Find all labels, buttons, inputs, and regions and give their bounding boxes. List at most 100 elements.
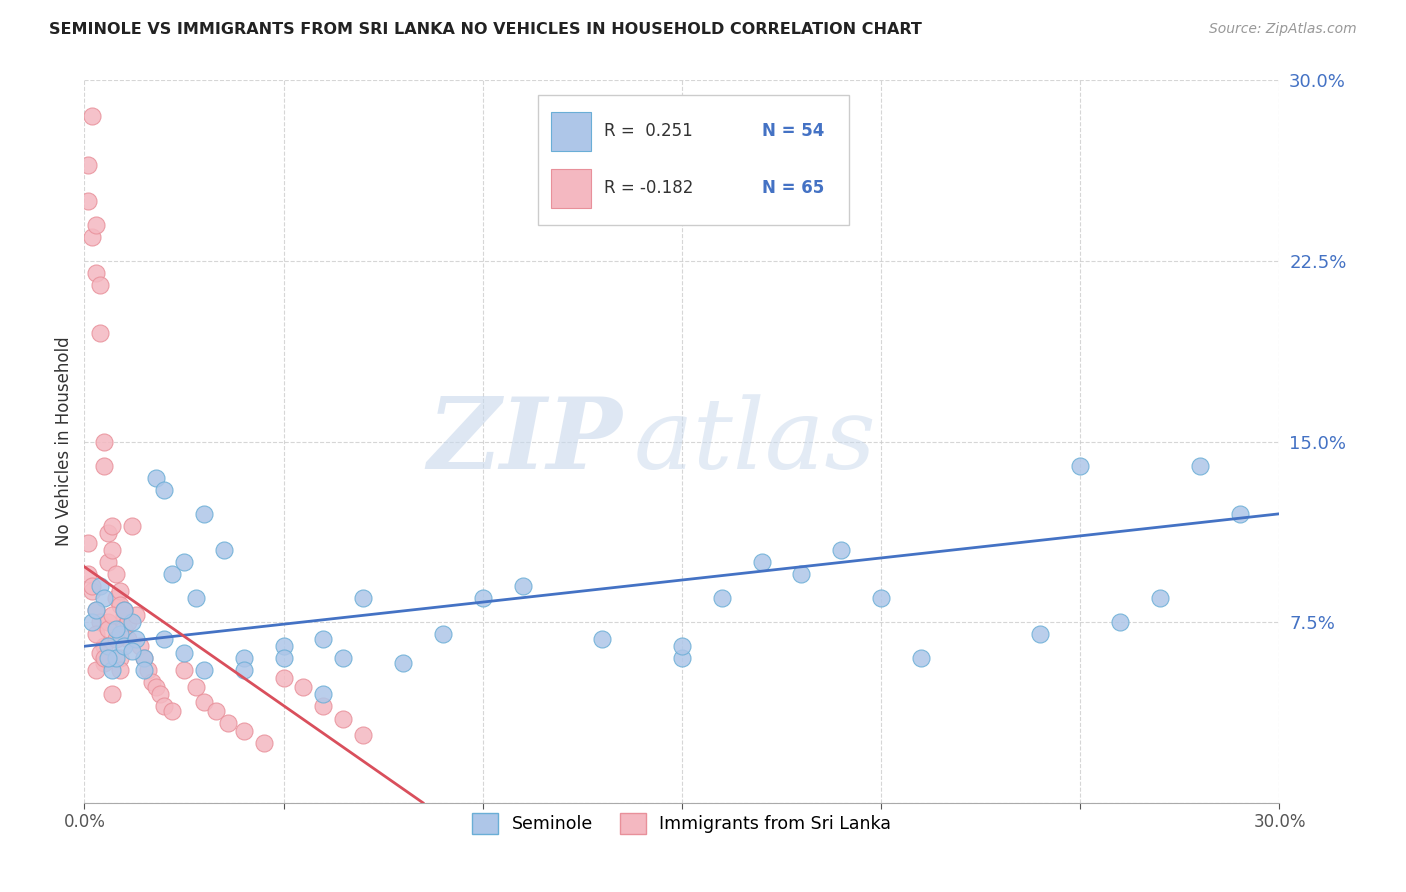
Point xyxy=(101,664,124,678)
Point xyxy=(145,470,167,484)
Point xyxy=(112,623,135,637)
Point xyxy=(121,644,143,658)
Point xyxy=(273,651,295,665)
Text: ZIP: ZIP xyxy=(427,393,623,490)
Point xyxy=(332,651,354,665)
Point xyxy=(112,603,135,617)
Point xyxy=(432,627,454,641)
Point xyxy=(93,639,115,653)
Point xyxy=(132,651,156,665)
Point xyxy=(101,542,124,557)
Point xyxy=(82,230,104,244)
Point xyxy=(93,434,115,449)
Point xyxy=(112,607,135,622)
Point xyxy=(132,664,156,678)
Point xyxy=(145,680,167,694)
Y-axis label: No Vehicles in Household: No Vehicles in Household xyxy=(55,336,73,547)
Point xyxy=(392,656,415,670)
Point xyxy=(86,603,108,617)
Point xyxy=(160,704,183,718)
Point xyxy=(77,194,100,208)
Point xyxy=(671,639,693,653)
Point xyxy=(671,651,693,665)
Point xyxy=(790,567,813,582)
Point xyxy=(89,277,111,292)
Point xyxy=(110,651,132,665)
Point xyxy=(153,483,176,497)
Text: SEMINOLE VS IMMIGRANTS FROM SRI LANKA NO VEHICLES IN HOUSEHOLD CORRELATION CHART: SEMINOLE VS IMMIGRANTS FROM SRI LANKA NO… xyxy=(49,22,922,37)
Point xyxy=(117,632,139,646)
Point xyxy=(121,518,143,533)
Point xyxy=(149,687,172,701)
Point xyxy=(136,664,159,678)
Point xyxy=(105,623,128,637)
Point xyxy=(97,651,120,665)
Point xyxy=(110,583,132,598)
Point xyxy=(101,687,124,701)
Point xyxy=(125,632,148,646)
Point xyxy=(1109,615,1132,630)
Point xyxy=(205,704,228,718)
Point xyxy=(97,639,120,653)
Point xyxy=(105,591,128,605)
Point xyxy=(173,647,195,661)
Point xyxy=(101,518,124,533)
Point xyxy=(86,603,108,617)
Point xyxy=(212,542,235,557)
Point xyxy=(97,526,120,541)
Point xyxy=(273,671,295,685)
Point xyxy=(1069,458,1091,473)
Point xyxy=(82,615,104,630)
Point xyxy=(1229,507,1251,521)
Text: Source: ZipAtlas.com: Source: ZipAtlas.com xyxy=(1209,22,1357,37)
Point xyxy=(141,675,163,690)
Point xyxy=(1149,591,1171,605)
Point xyxy=(173,664,195,678)
Point xyxy=(1188,458,1211,473)
Point xyxy=(89,326,111,340)
Point xyxy=(232,664,254,678)
Point xyxy=(193,695,215,709)
Point xyxy=(97,555,120,569)
Point xyxy=(110,599,132,613)
Point xyxy=(86,266,108,280)
Point xyxy=(173,555,195,569)
Point xyxy=(105,651,128,665)
Point xyxy=(512,579,534,593)
Point xyxy=(312,687,335,701)
Point xyxy=(273,639,295,653)
Point xyxy=(292,680,315,694)
Point xyxy=(89,615,111,630)
Point xyxy=(253,735,276,749)
Point xyxy=(86,627,108,641)
Point xyxy=(93,651,115,665)
Point xyxy=(129,639,152,653)
Point xyxy=(591,632,613,646)
Point xyxy=(117,615,139,630)
Point xyxy=(97,623,120,637)
Point xyxy=(86,218,108,232)
Point xyxy=(153,632,176,646)
Point xyxy=(160,567,183,582)
Point xyxy=(153,699,176,714)
Point xyxy=(751,555,773,569)
Point xyxy=(910,651,932,665)
Point xyxy=(471,591,494,605)
Point xyxy=(870,591,893,605)
Point xyxy=(710,591,733,605)
Point xyxy=(105,632,128,646)
Text: atlas: atlas xyxy=(634,394,877,489)
Point xyxy=(93,591,115,605)
Point xyxy=(184,591,207,605)
Point xyxy=(1029,627,1052,641)
Point xyxy=(193,507,215,521)
Point xyxy=(105,567,128,582)
Point xyxy=(352,728,374,742)
Point xyxy=(77,535,100,549)
Point xyxy=(132,651,156,665)
Point xyxy=(93,656,115,670)
Point xyxy=(97,615,120,630)
Point xyxy=(232,723,254,738)
Point xyxy=(110,664,132,678)
Point xyxy=(86,664,108,678)
